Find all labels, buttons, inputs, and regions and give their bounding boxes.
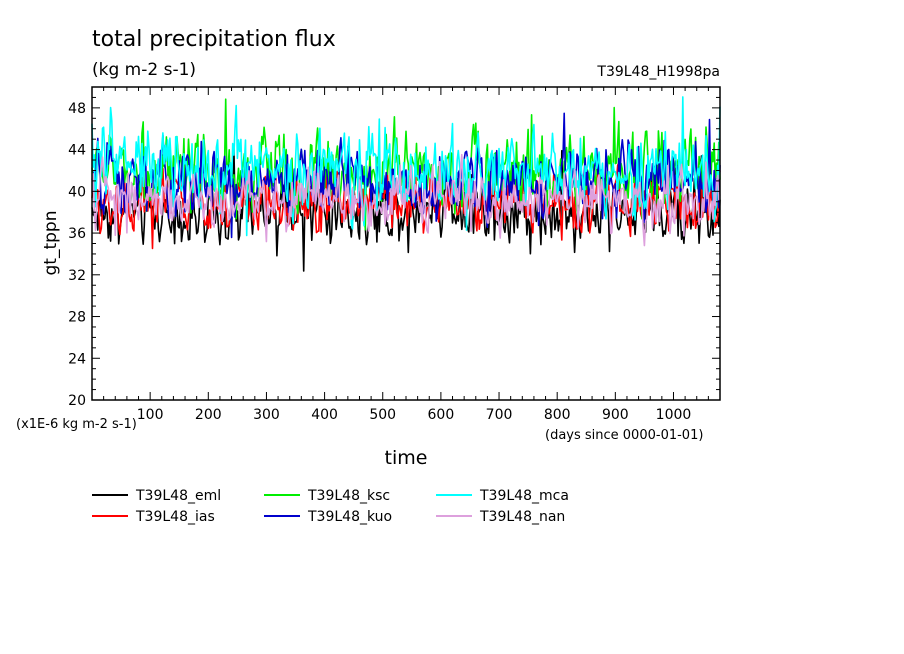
axis-layer: 100 200 300 400 500 600 700 800 900 1000 20 24 28 32 3… <box>68 86 721 423</box>
legend-label: T39L48_ias <box>135 509 215 525</box>
y-tick-label: 36 <box>68 226 86 242</box>
legend-label: T39L48_nan <box>479 509 565 525</box>
y-tick-label: 28 <box>68 310 86 326</box>
y-tick-label: 24 <box>68 351 86 367</box>
legend-label: T39L48_ksc <box>307 488 390 504</box>
legend-label: T39L48_mca <box>479 488 569 504</box>
x-tick-label: 600 <box>428 407 455 423</box>
y-axis-label: gt_tppn <box>41 211 61 276</box>
y-unit-note: (x1E-6 kg m-2 s-1) <box>16 417 137 432</box>
run-label: T39L48_H1998pa <box>596 64 720 80</box>
x-tick-label: 100 <box>137 407 164 423</box>
legend-label: T39L48_eml <box>135 488 221 504</box>
y-tick-label: 44 <box>68 143 86 159</box>
series-line-t39l48-kuo <box>91 112 721 239</box>
x-tick-label: 800 <box>544 407 571 423</box>
legend: T39L48_eml T39L48_ias T39L48_ksc T39L48_kuo… <box>92 488 569 525</box>
chart-subtitle: (kg m-2 s-1) <box>92 60 196 80</box>
x-tick-label: 700 <box>486 407 513 423</box>
y-tick-label: 40 <box>68 184 86 200</box>
series-line-t39l48-ksc <box>91 98 721 235</box>
y-tick-label: 20 <box>68 393 86 409</box>
x-tick-label: 400 <box>311 407 338 423</box>
x-tick-label: 500 <box>369 407 396 423</box>
x-tick-label: 1000 <box>656 407 692 423</box>
y-tick-label: 32 <box>68 268 86 284</box>
chart-title: total precipitation flux <box>92 27 336 52</box>
y-tick-label: 48 <box>68 101 86 117</box>
x-tick-label: 900 <box>602 407 629 423</box>
x-tick-label: 300 <box>253 407 280 423</box>
x-unit-note: (days since 0000-01-01) <box>545 428 703 443</box>
x-axis-label: time <box>385 447 428 469</box>
legend-label: T39L48_kuo <box>307 509 392 525</box>
series-line-t39l48-nan <box>91 153 721 247</box>
series-layer <box>91 96 721 272</box>
x-tick-label: 200 <box>195 407 222 423</box>
